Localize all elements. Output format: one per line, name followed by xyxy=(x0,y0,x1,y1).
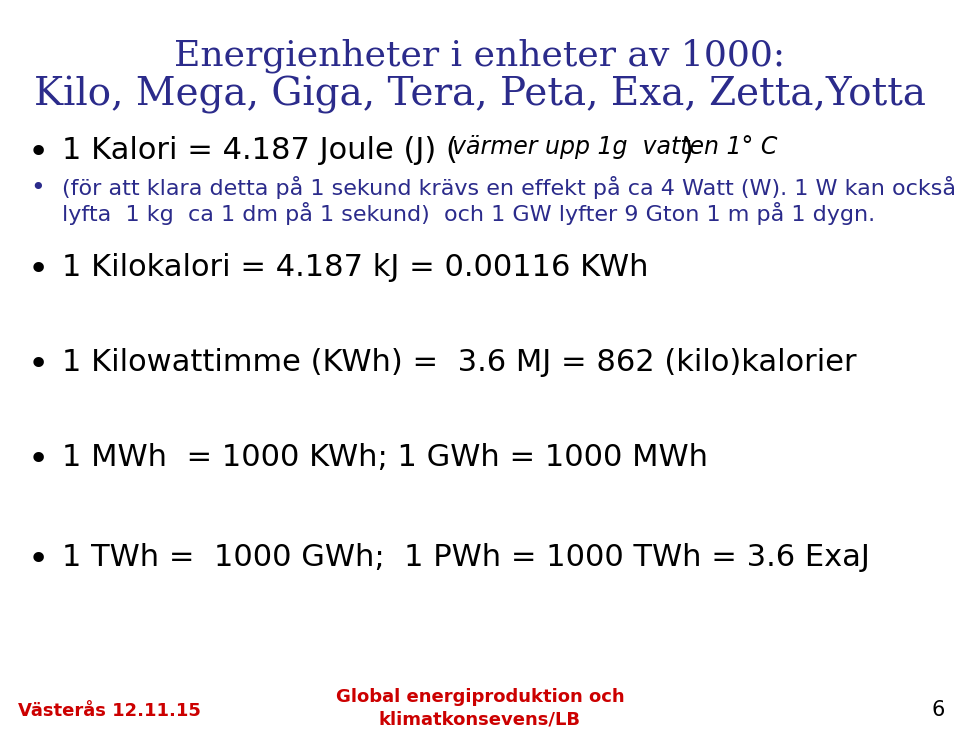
Text: (för att klara detta på 1 sekund krävs en effekt på ca 4 Watt (W). 1 W kan också: (för att klara detta på 1 sekund krävs e… xyxy=(62,176,956,199)
Text: 1 Kalori = 4.187 Joule (J) (: 1 Kalori = 4.187 Joule (J) ( xyxy=(62,136,458,165)
Text: Global energiproduktion och: Global energiproduktion och xyxy=(336,688,624,706)
Text: •: • xyxy=(28,348,49,382)
Text: 1 MWh  = 1000 KWh; 1 GWh = 1000 MWh: 1 MWh = 1000 KWh; 1 GWh = 1000 MWh xyxy=(62,443,708,472)
Text: lyfta  1 kg  ca 1 dm på 1 sekund)  och 1 GW lyfter 9 Gton 1 m på 1 dygn.: lyfta 1 kg ca 1 dm på 1 sekund) och 1 GW… xyxy=(62,202,876,225)
Text: •: • xyxy=(28,443,49,477)
Text: •: • xyxy=(31,176,45,200)
Text: Energienheter i enheter av 1000:: Energienheter i enheter av 1000: xyxy=(175,38,785,73)
Text: 1 Kilowattimme (KWh) =  3.6 MJ = 862 (kilo)kalorier: 1 Kilowattimme (KWh) = 3.6 MJ = 862 (kil… xyxy=(62,348,856,377)
Text: 6: 6 xyxy=(931,700,945,720)
Text: klimatkonsevens/LB: klimatkonsevens/LB xyxy=(379,710,581,728)
Text: 1 TWh =  1000 GWh;  1 PWh = 1000 TWh = 3.6 ExaJ: 1 TWh = 1000 GWh; 1 PWh = 1000 TWh = 3.6… xyxy=(62,543,870,572)
Text: värmer upp 1g  vatten 1° C: värmer upp 1g vatten 1° C xyxy=(452,135,778,159)
Text: Västerås 12.11.15: Västerås 12.11.15 xyxy=(18,702,201,720)
Text: •: • xyxy=(28,136,49,170)
Text: Kilo, Mega, Giga, Tera, Peta, Exa, Zetta,Yotta: Kilo, Mega, Giga, Tera, Peta, Exa, Zetta… xyxy=(34,76,926,114)
Text: •: • xyxy=(28,543,49,577)
Text: 1 Kilokalori = 4.187 kJ = 0.00116 KWh: 1 Kilokalori = 4.187 kJ = 0.00116 KWh xyxy=(62,253,649,282)
Text: ): ) xyxy=(682,136,694,165)
Text: •: • xyxy=(28,253,49,287)
